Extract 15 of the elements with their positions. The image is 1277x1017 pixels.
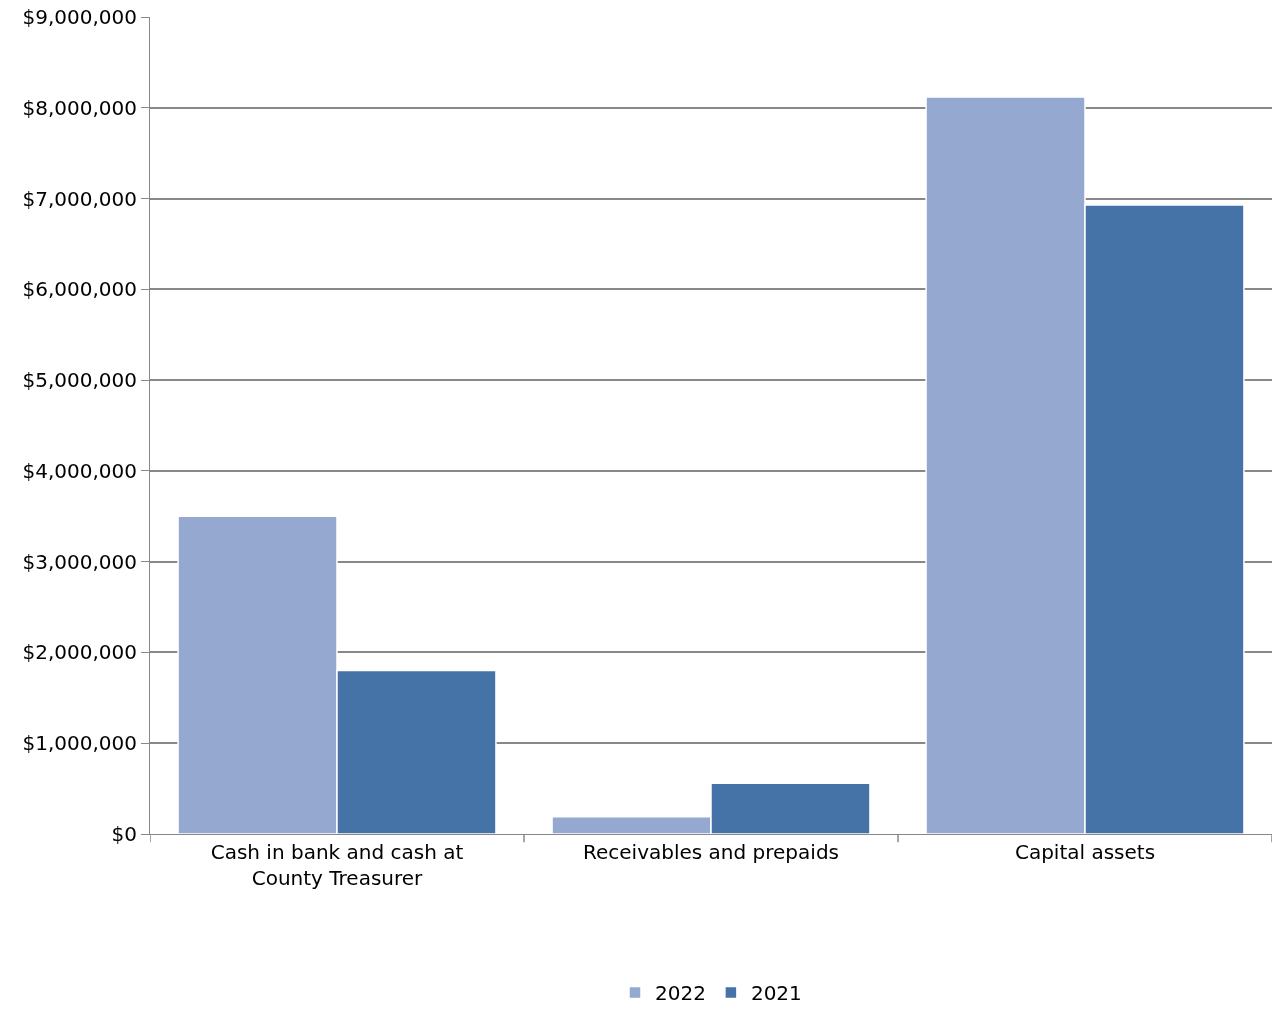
- y-tick-label: $7,000,000: [22, 186, 137, 211]
- y-tick-label: $1,000,000: [22, 731, 137, 756]
- legend-label: 2022: [655, 981, 706, 1006]
- x-tick-label: Cash in bank and cash at County Treasurer: [210, 840, 464, 890]
- y-tick-label: $2,000,000: [22, 640, 137, 665]
- y-tick-label: $6,000,000: [22, 277, 137, 302]
- y-tick-label: $0: [111, 822, 137, 846]
- y-tick-label: $3,000,000: [22, 549, 137, 574]
- x-tick-label: Capital assets: [1014, 840, 1156, 864]
- y-tick-label: $8,000,000: [22, 95, 137, 120]
- y-tick-label: $5,000,000: [22, 368, 137, 393]
- x-tick-label: Receivables and prepaids: [583, 840, 839, 864]
- legend-label: 2021: [750, 981, 802, 1006]
- y-tick-label: $9,000,000: [22, 5, 137, 29]
- y-tick-label: $4,000,000: [22, 458, 137, 483]
